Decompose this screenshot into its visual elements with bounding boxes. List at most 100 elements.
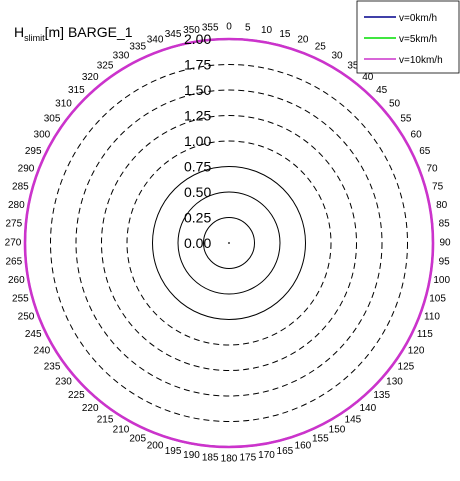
angle-tick-label: 210 — [113, 425, 130, 436]
angle-tick-label: 235 — [44, 361, 61, 372]
series-lines — [23, 37, 435, 449]
radial-tick-label: 0.25 — [184, 210, 211, 226]
angle-tick-label: 75 — [432, 182, 444, 193]
angle-tick-label: 275 — [5, 219, 22, 230]
angle-tick-label: 65 — [419, 146, 431, 157]
angle-tick-label: 15 — [279, 29, 291, 40]
legend-box — [356, 0, 460, 74]
title-subscript: slimit — [24, 33, 45, 43]
legend-label: v=5km/h — [399, 34, 437, 45]
angle-tick-label: 175 — [239, 453, 256, 464]
angle-tick-label: 105 — [429, 293, 446, 304]
angle-tick-label: 70 — [426, 164, 438, 175]
angle-tick-label: 285 — [12, 182, 29, 193]
angle-tick-label: 155 — [312, 433, 329, 444]
angle-tick-label: 300 — [34, 130, 51, 141]
angle-tick-label: 325 — [97, 61, 114, 72]
angle-tick-label: 290 — [18, 164, 35, 175]
radial-tick-labels: 0.00 0.25 0.50 0.75 1.00 1.25 1.50 1.75 2.00 — [184, 31, 211, 251]
angle-tick-label: 130 — [386, 376, 403, 387]
grid-ring-dashed — [126, 140, 332, 346]
radial-tick-label: 0.00 — [184, 235, 211, 251]
radial-tick-label: 1.75 — [184, 57, 211, 73]
angle-tick-label: 50 — [389, 99, 401, 110]
angle-tick-label: 215 — [97, 414, 114, 425]
angle-tick-label: 165 — [277, 446, 294, 457]
angle-tick-label: 255 — [12, 293, 29, 304]
angle-tick-label: 100 — [433, 275, 450, 286]
angle-tick-label: 185 — [202, 453, 219, 464]
angle-tick-label: 315 — [68, 85, 85, 96]
angle-tick-label: 245 — [25, 329, 42, 340]
angle-tick-label: 250 — [18, 311, 35, 322]
angle-tick-label: 25 — [315, 42, 327, 53]
angle-tick-label: 115 — [417, 329, 433, 340]
angle-tick-label: 345 — [165, 29, 182, 40]
angle-tick-label: 270 — [5, 238, 22, 249]
angle-tick-label: 265 — [5, 256, 22, 267]
angle-tick-label: 5 — [245, 22, 251, 33]
angle-tick-label: 110 — [424, 311, 440, 322]
angle-tick-label: 40 — [362, 72, 374, 83]
chart-title: Hslimit[m] BARGE_1 — [14, 24, 133, 43]
angle-tick-label: 85 — [439, 219, 451, 230]
angle-tick-label: 120 — [408, 346, 425, 357]
angle-tick-label: 220 — [82, 403, 99, 414]
grid-rings — [50, 64, 408, 422]
radial-tick-label: 1.00 — [184, 133, 211, 149]
legend-label: v=10km/h — [399, 55, 443, 66]
angle-tick-label: 225 — [68, 390, 85, 401]
angle-tick-label: 10 — [261, 25, 273, 36]
angle-tick-label: 230 — [55, 376, 72, 387]
radial-tick-label: 0.50 — [184, 184, 211, 200]
series-line — [23, 37, 435, 449]
angle-tick-label: 145 — [345, 414, 362, 425]
angle-tick-label: 90 — [439, 238, 451, 249]
angle-tick-label: 340 — [147, 35, 164, 46]
grid-ring-dashed — [50, 64, 408, 422]
angle-tick-label: 205 — [129, 433, 146, 444]
grid-ring-solid — [203, 217, 255, 269]
radial-tick-label: 0.75 — [184, 159, 211, 175]
grid-ring-solid — [177, 191, 281, 295]
angle-tick-label: 295 — [25, 146, 42, 157]
angle-tick-label: 140 — [359, 403, 376, 414]
angle-tick-label: 135 — [373, 390, 390, 401]
angle-tick-label: 330 — [113, 50, 130, 61]
radial-tick-label: 1.25 — [184, 108, 211, 124]
title-main: H — [14, 24, 24, 40]
angle-tick-label: 320 — [82, 72, 99, 83]
angle-tick-label: 200 — [147, 441, 164, 452]
radial-tick-label: 1.50 — [184, 82, 211, 98]
angle-tick-label: 150 — [329, 425, 346, 436]
angle-tick-label: 355 — [202, 22, 219, 33]
angle-tick-label: 95 — [439, 256, 451, 267]
angle-tick-label: 170 — [258, 450, 275, 461]
angle-tick-label: 280 — [8, 200, 25, 211]
angle-tick-label: 60 — [411, 130, 423, 141]
angle-tick-label: 35 — [347, 61, 359, 72]
angle-tick-label: 20 — [297, 35, 309, 46]
legend-label: v=0km/h — [399, 13, 437, 24]
angle-tick-label: 310 — [55, 99, 72, 110]
angle-tick-label: 125 — [398, 361, 415, 372]
legend: v=0km/h v=5km/h v=10km/h — [356, 0, 460, 74]
angle-tick-label: 160 — [295, 441, 312, 452]
angle-tick-label: 305 — [44, 114, 61, 125]
angle-tick-label: 195 — [165, 446, 182, 457]
grid-ring-solid — [152, 166, 306, 320]
angle-tick-label: 260 — [8, 275, 25, 286]
angle-tick-label: 30 — [331, 50, 343, 61]
angle-tick-label: 55 — [400, 114, 412, 125]
angle-tick-label: 240 — [34, 346, 51, 357]
radial-tick-label: 2.00 — [184, 31, 211, 47]
center-dot — [228, 242, 230, 244]
angle-tick-label: 180 — [221, 454, 238, 465]
angle-tick-label: 190 — [183, 450, 200, 461]
grid-ring-dashed — [101, 115, 357, 371]
angle-tick-label: 80 — [436, 200, 448, 211]
angle-tick-label: 0 — [226, 22, 232, 33]
angle-tick-label: 45 — [376, 85, 388, 96]
